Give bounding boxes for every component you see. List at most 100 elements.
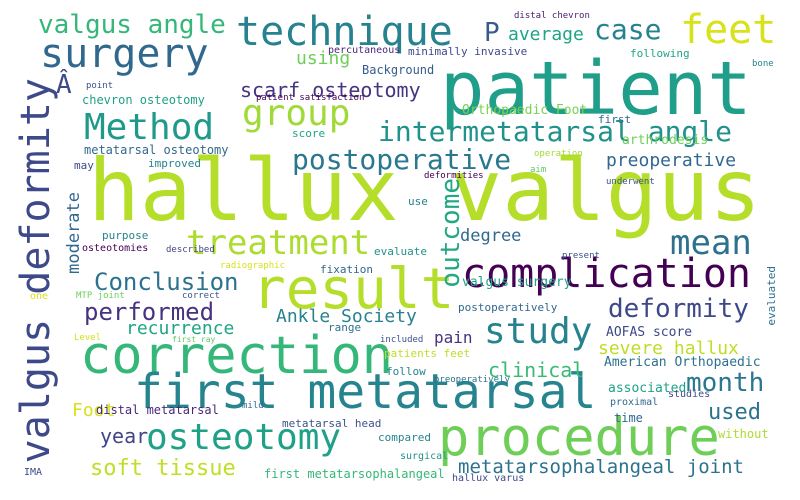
word-first-ray: first ray bbox=[172, 335, 216, 344]
word-ankle-society: Ankle Society bbox=[276, 306, 417, 327]
word-case: case bbox=[594, 13, 662, 46]
word-minimally-invasive: minimally invasive bbox=[408, 45, 528, 58]
word-postoperatively: postoperatively bbox=[458, 301, 558, 314]
word-without: without bbox=[718, 427, 769, 441]
word-deformity: deformity bbox=[608, 294, 749, 324]
word-osteotomy: osteotomy bbox=[146, 417, 342, 458]
word-degree: degree bbox=[460, 226, 522, 246]
word-hallux-valgus: hallux valgus bbox=[88, 141, 762, 241]
word-hallux-varus: hallux varus bbox=[452, 473, 525, 484]
word-first-metatarsal: first metatarsal bbox=[134, 364, 597, 420]
word-patient-satisfaction: patient satisfaction bbox=[256, 93, 365, 103]
word-ima: IMA bbox=[24, 467, 43, 478]
word-metatarsophalangeal-joint: metatarsophalangeal joint bbox=[458, 456, 744, 478]
word-surgical: surgical bbox=[400, 451, 449, 462]
word-mild: mild bbox=[242, 401, 264, 411]
word-improved: improved bbox=[148, 157, 201, 170]
word-method: Method bbox=[84, 107, 215, 148]
word-soft-tissue: soft tissue bbox=[90, 456, 236, 481]
word-level: Level bbox=[74, 333, 102, 343]
word-american-orthopaedic: American Orthopaedic bbox=[604, 355, 761, 370]
word-background: Background bbox=[362, 63, 435, 77]
word-recurrence: recurrence bbox=[126, 318, 235, 339]
word-severe-hallux: severe hallux bbox=[598, 338, 739, 359]
word-procedure: procedure bbox=[438, 408, 720, 468]
word-compared: compared bbox=[378, 431, 431, 444]
word-operation: operation bbox=[534, 149, 583, 159]
word-complication: complication bbox=[462, 251, 751, 297]
word-foot: Foot bbox=[72, 400, 116, 421]
word-first-metatarsophalangeal: first metatarsophalangeal bbox=[264, 467, 445, 481]
word-patient: patient bbox=[440, 46, 752, 132]
word-clinical: clinical bbox=[488, 358, 585, 382]
word-year: year bbox=[100, 424, 149, 448]
word-metatarsal-osteotomy: metatarsal osteotomy bbox=[84, 143, 229, 157]
word-valgus-angle: valgus angle bbox=[38, 10, 226, 40]
word-scarf-osteotomy: scarf osteotomy bbox=[240, 78, 421, 102]
word-described: described bbox=[166, 245, 215, 255]
word-correct: correct bbox=[182, 291, 220, 301]
word-range: range bbox=[328, 321, 362, 334]
word-aofas-score: AOFAS score bbox=[606, 325, 693, 340]
word-valgus-surgery: valgus surgery bbox=[462, 275, 572, 290]
word-bone: bone bbox=[752, 59, 774, 69]
word-osteotomies: osteotomies bbox=[82, 243, 149, 254]
word-used: used bbox=[708, 400, 761, 425]
word-first: first bbox=[598, 113, 632, 126]
word-preoperative: preoperative bbox=[606, 150, 737, 171]
word-conclusion: Conclusion bbox=[94, 268, 239, 296]
word-associated: associated bbox=[608, 381, 687, 396]
word-present: present bbox=[562, 251, 600, 261]
word-treatment: treatment bbox=[186, 223, 371, 263]
word-performed: performed bbox=[84, 298, 215, 326]
word-underwent: underwent bbox=[606, 177, 655, 187]
word-preoperatively: preoperatively bbox=[434, 375, 510, 385]
word-score: score bbox=[292, 127, 326, 140]
word-pain: pain bbox=[434, 328, 473, 347]
word-aim: aim bbox=[530, 165, 547, 175]
word-patients-feet: patients feet bbox=[384, 347, 471, 360]
word-distal-chevron: distal chevron bbox=[514, 11, 590, 21]
word-mtp-joint: MTP joint bbox=[76, 291, 125, 301]
word-a-circ: Â bbox=[56, 70, 72, 100]
word-correction: correction bbox=[80, 326, 394, 386]
word-month: month bbox=[686, 368, 765, 398]
word-metatarsal-head: metatarsal head bbox=[282, 417, 382, 430]
word-arthrodesis: arthrodesis bbox=[622, 133, 709, 148]
word-result: result bbox=[252, 257, 455, 322]
word-feet: feet bbox=[680, 7, 777, 53]
word-evaluated: evaluated bbox=[765, 266, 778, 326]
word-using: using bbox=[296, 48, 351, 69]
word-postoperative: postoperative bbox=[292, 143, 512, 176]
word-chevron-osteotomy: chevron osteotomy bbox=[82, 93, 205, 107]
word-distal-metatarsal: distal metatarsal bbox=[96, 403, 219, 417]
word-following: following bbox=[630, 47, 690, 60]
word-group: group bbox=[242, 93, 351, 134]
word-surgery: surgery bbox=[40, 31, 209, 77]
word-radiographic: radiographic bbox=[220, 261, 286, 271]
word-follow: follow bbox=[386, 365, 426, 378]
word-use: use bbox=[408, 195, 428, 208]
word-deformities: deformities bbox=[424, 171, 484, 181]
word-average: average bbox=[508, 24, 584, 45]
word-mean: mean bbox=[670, 223, 752, 263]
word-intermetatarsal-angle: intermetatarsal angle bbox=[378, 115, 733, 148]
word-evaluate: evaluate bbox=[374, 245, 427, 258]
word-included: included bbox=[380, 335, 424, 345]
word-technique: technique bbox=[236, 9, 453, 55]
word-studies: studies bbox=[668, 389, 711, 400]
word-may: may bbox=[74, 159, 94, 172]
word-orthopaedic-foot: Orthopaedic Foot bbox=[462, 103, 588, 118]
word-one: one bbox=[30, 291, 49, 302]
word-moderate: moderate bbox=[64, 192, 84, 274]
word-valgus-deformity: valgus deformity bbox=[13, 78, 59, 464]
word-p: P bbox=[484, 18, 500, 48]
word-percutaneous: percutaneous bbox=[328, 45, 401, 56]
word-point: point bbox=[86, 81, 114, 91]
word-fixation: fixation bbox=[320, 263, 373, 276]
word-time: time bbox=[614, 411, 643, 425]
word-purpose: purpose bbox=[102, 229, 149, 242]
word-study: study bbox=[484, 311, 593, 352]
word-proximal: proximal bbox=[610, 397, 659, 408]
